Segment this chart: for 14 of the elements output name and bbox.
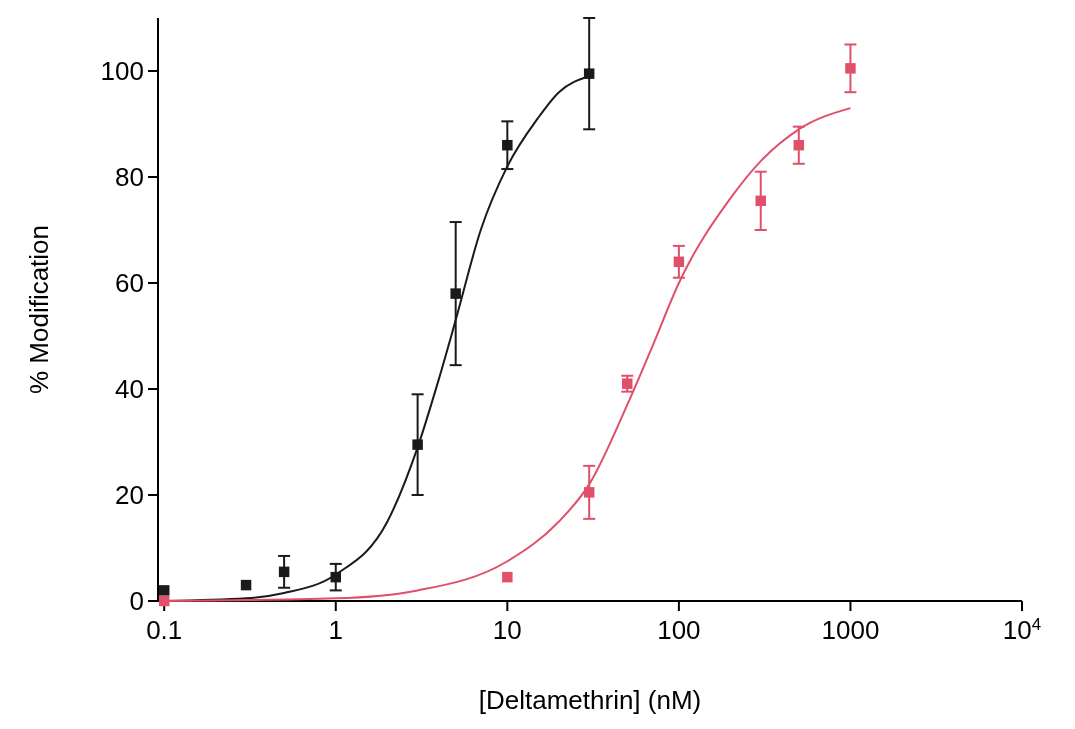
x-tick-label: 100 bbox=[657, 615, 701, 645]
y-tick-label: 40 bbox=[115, 374, 144, 404]
y-tick-label: 80 bbox=[115, 162, 144, 192]
y-tick-label: 60 bbox=[115, 268, 144, 298]
x-axis-title: [Deltamethrin] (nM) bbox=[478, 685, 702, 715]
x-tick-label: 10$^{4}$ bbox=[1002, 614, 1042, 645]
x-tick-label: 10 bbox=[492, 615, 522, 645]
y-tick-label: 0 bbox=[129, 586, 144, 616]
x-tick-label: 1 bbox=[328, 615, 343, 645]
y-axis-title: % Modification bbox=[24, 224, 54, 395]
x-tick-label: 0.1 bbox=[146, 615, 183, 645]
y-tick-label: 20 bbox=[115, 480, 144, 510]
y-tick-label: 100 bbox=[100, 56, 144, 86]
x-tick-label: 1000 bbox=[821, 615, 880, 645]
